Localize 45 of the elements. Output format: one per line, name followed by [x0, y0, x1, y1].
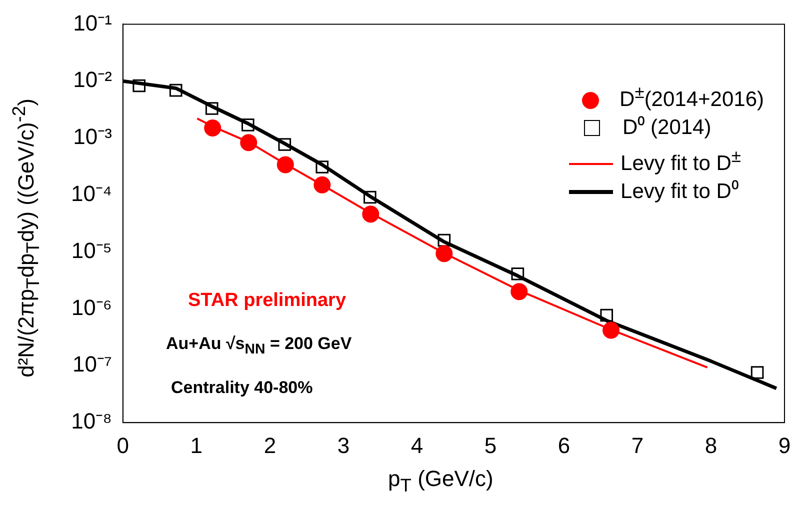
- y-tick-label: 10⁻²: [73, 67, 112, 92]
- point: [276, 156, 294, 174]
- point: [511, 267, 524, 280]
- point: [438, 234, 451, 247]
- point: [364, 190, 376, 204]
- annotation: Centrality 40-80%: [171, 378, 313, 398]
- annotation: STAR preliminary: [188, 290, 346, 312]
- point: [602, 322, 620, 339]
- legend-label: D⁰ (2014): [622, 116, 712, 139]
- legend-label: Levy fit to D$^{±}$: [620, 146, 742, 175]
- x-tick-label: 6: [558, 432, 570, 458]
- x-tick-label: 4: [410, 432, 424, 458]
- legend-label: Levy fit to D⁰: [620, 180, 738, 203]
- x-tick-label: 7: [631, 432, 644, 458]
- y-tick-label: 10⁻⁷: [72, 352, 112, 377]
- y-tick-label: 10⁻⁶: [71, 294, 112, 320]
- point: [600, 308, 614, 322]
- point: [240, 134, 258, 152]
- x-axis-title: p$_{T}$ (GeV/c): [388, 466, 494, 496]
- x-tick-label: 3: [337, 432, 350, 458]
- y-tick-label: 10⁻³: [73, 124, 112, 150]
- x-tick-label: 2: [264, 432, 276, 458]
- x-tick-label: 5: [484, 432, 497, 458]
- y-tick-label: 10⁻⁸: [71, 408, 112, 434]
- point: [436, 245, 453, 262]
- point: [362, 206, 380, 223]
- point: [278, 138, 292, 151]
- point: [316, 160, 329, 174]
- y-tick-label: 10⁻⁴: [70, 181, 112, 206]
- x-tick-label: 0: [116, 432, 130, 458]
- point: [510, 283, 528, 300]
- point: [750, 366, 764, 379]
- x-tick-label: 8: [704, 432, 718, 458]
- y-tick-label: 10⁻⁵: [71, 238, 112, 263]
- point: [314, 176, 331, 194]
- point: [205, 102, 218, 115]
- y-tick-label: 10⁻¹: [73, 10, 112, 36]
- x-tick-label: 9: [778, 432, 791, 458]
- annotation: Au+Au √s$_{NN}$ = 200 GeV: [166, 334, 352, 358]
- point: [241, 118, 254, 132]
- x-tick-label: 1: [190, 432, 203, 458]
- legend-label: D$^{±}$(2014+2016): [620, 82, 764, 111]
- point: [204, 120, 222, 137]
- point: [132, 79, 146, 92]
- point: [169, 84, 182, 97]
